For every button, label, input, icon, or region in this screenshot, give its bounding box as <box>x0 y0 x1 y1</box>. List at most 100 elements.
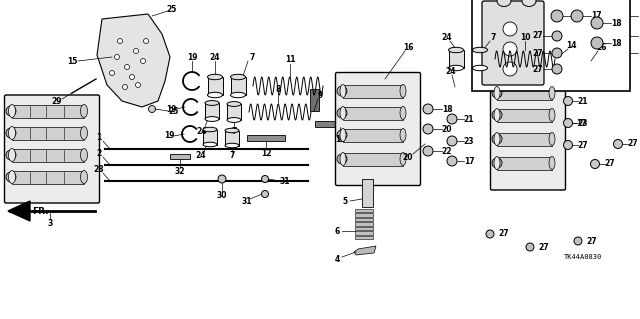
Ellipse shape <box>549 108 555 122</box>
Polygon shape <box>97 14 170 107</box>
Text: 22: 22 <box>442 146 452 155</box>
Text: 18: 18 <box>611 39 621 48</box>
Circle shape <box>337 130 347 140</box>
FancyBboxPatch shape <box>490 72 566 190</box>
Ellipse shape <box>549 86 555 100</box>
Circle shape <box>563 97 573 106</box>
Circle shape <box>492 158 502 168</box>
Ellipse shape <box>207 92 223 98</box>
Text: 24: 24 <box>196 152 206 160</box>
Circle shape <box>591 37 603 49</box>
Bar <box>225 130 239 145</box>
Text: 17: 17 <box>576 118 586 128</box>
Polygon shape <box>8 201 30 221</box>
Circle shape <box>141 58 145 63</box>
Circle shape <box>492 134 502 144</box>
Text: 13: 13 <box>335 135 345 144</box>
Text: 30: 30 <box>217 190 227 199</box>
Ellipse shape <box>494 157 500 169</box>
Text: 26: 26 <box>596 43 607 53</box>
Bar <box>355 209 373 212</box>
Circle shape <box>503 62 517 76</box>
Bar <box>12 149 84 161</box>
Circle shape <box>136 83 141 87</box>
Ellipse shape <box>449 47 463 53</box>
Text: 21: 21 <box>464 115 474 123</box>
Bar <box>343 107 403 120</box>
Bar <box>12 127 84 139</box>
Ellipse shape <box>522 0 536 6</box>
Text: 1: 1 <box>97 132 102 142</box>
Text: 27: 27 <box>499 229 509 239</box>
Text: 11: 11 <box>285 56 295 64</box>
Bar <box>355 218 373 221</box>
Ellipse shape <box>81 170 88 183</box>
Ellipse shape <box>230 74 246 80</box>
Text: 27: 27 <box>532 48 543 57</box>
Circle shape <box>526 243 534 251</box>
Bar <box>355 213 373 217</box>
FancyBboxPatch shape <box>335 72 420 186</box>
Text: 7: 7 <box>231 127 237 136</box>
Ellipse shape <box>494 108 500 122</box>
Circle shape <box>614 139 623 149</box>
Ellipse shape <box>8 170 15 183</box>
Bar <box>207 77 223 95</box>
Circle shape <box>218 175 226 183</box>
Circle shape <box>6 128 16 138</box>
Ellipse shape <box>400 152 406 166</box>
Text: 17: 17 <box>591 11 602 20</box>
Circle shape <box>337 108 347 118</box>
Circle shape <box>6 150 16 160</box>
Ellipse shape <box>203 142 217 147</box>
Circle shape <box>109 70 115 76</box>
Circle shape <box>118 39 122 43</box>
Text: 25: 25 <box>167 5 177 14</box>
Circle shape <box>551 10 563 22</box>
Circle shape <box>447 114 457 124</box>
Text: 17: 17 <box>571 11 581 20</box>
Ellipse shape <box>227 101 241 107</box>
Ellipse shape <box>497 0 511 6</box>
Circle shape <box>584 65 595 77</box>
Ellipse shape <box>549 157 555 169</box>
Text: 12: 12 <box>260 149 271 158</box>
FancyBboxPatch shape <box>4 95 99 203</box>
Text: TK44A0830: TK44A0830 <box>564 254 602 260</box>
Ellipse shape <box>225 143 239 148</box>
Bar <box>472 0 630 91</box>
Bar <box>12 105 84 117</box>
Ellipse shape <box>8 127 15 139</box>
Text: 24: 24 <box>442 33 452 42</box>
Bar <box>227 104 241 120</box>
Bar <box>230 77 246 95</box>
Polygon shape <box>354 246 376 255</box>
Text: 4: 4 <box>334 255 340 263</box>
Circle shape <box>552 31 562 41</box>
Text: 15: 15 <box>67 56 77 65</box>
Circle shape <box>486 230 494 238</box>
Circle shape <box>134 48 138 54</box>
Text: 18: 18 <box>611 19 621 27</box>
Circle shape <box>571 10 583 22</box>
Bar <box>343 152 403 166</box>
Ellipse shape <box>81 105 88 117</box>
Text: 21: 21 <box>578 97 588 106</box>
Text: 32: 32 <box>175 167 185 175</box>
Circle shape <box>423 146 433 156</box>
Text: 2: 2 <box>97 149 102 158</box>
Bar <box>497 86 552 100</box>
Circle shape <box>581 62 599 80</box>
Ellipse shape <box>494 86 500 100</box>
Circle shape <box>492 88 502 98</box>
Text: 17: 17 <box>464 157 474 166</box>
Ellipse shape <box>81 127 88 139</box>
Text: 19: 19 <box>166 105 176 114</box>
Ellipse shape <box>207 74 223 80</box>
Bar <box>497 108 552 122</box>
Bar <box>247 135 285 141</box>
Circle shape <box>552 48 562 58</box>
Ellipse shape <box>230 92 246 98</box>
Circle shape <box>125 64 129 70</box>
Bar <box>497 132 552 145</box>
